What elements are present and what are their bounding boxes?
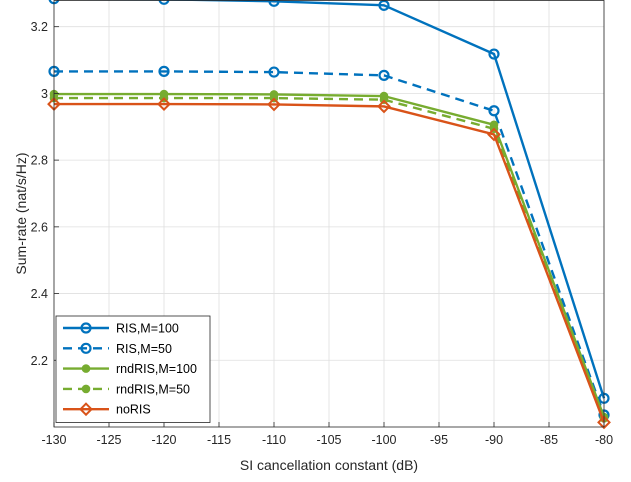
series-noris	[47, 97, 611, 430]
legend-label: RIS,M=50	[116, 342, 172, 356]
series-line	[72, 0, 606, 399]
y-tick-label: 2.4	[31, 287, 48, 301]
data-point	[81, 384, 91, 394]
series-line	[54, 96, 606, 419]
series-layer	[47, 0, 611, 430]
x-tick-label: -95	[430, 433, 448, 447]
series-line	[54, 102, 606, 423]
data-point	[377, 99, 391, 114]
x-tick-label: -115	[207, 433, 231, 447]
legend-box	[55, 315, 211, 423]
data-point	[81, 364, 91, 373]
x-tick-label: -100	[371, 433, 396, 447]
x-tick-label: -130	[41, 433, 66, 447]
data-point	[268, 0, 280, 7]
y-tick-label: 3	[41, 87, 48, 101]
legend-entry: noRIS	[63, 402, 151, 417]
data-point	[487, 127, 501, 142]
data-point	[488, 48, 500, 60]
y-axis-label: Sum-rate (nat/s/Hz)	[13, 152, 29, 274]
data-point	[597, 415, 611, 430]
data-point	[268, 66, 280, 78]
data-point	[80, 342, 92, 354]
legend-label: noRIS	[116, 403, 151, 417]
x-tick-label: -110	[262, 433, 286, 447]
data-point	[158, 65, 170, 77]
x-tick-label: -105	[316, 433, 341, 447]
legend-entry: RIS,M=100	[63, 322, 179, 336]
x-tick-label: -90	[485, 433, 503, 447]
x-axis-label: SI cancellation constant (dB)	[240, 457, 418, 473]
data-point	[80, 322, 92, 334]
legend-entry: rndRIS,M=50	[63, 382, 190, 396]
data-point	[158, 0, 170, 5]
legend-label: rndRIS,M=50	[116, 382, 190, 396]
legend-label: RIS,M=100	[116, 322, 179, 336]
series-line	[54, 92, 606, 418]
x-tick-label: -85	[540, 433, 558, 447]
data-point	[157, 97, 171, 111]
series-line	[54, 70, 606, 416]
x-tick-label: -125	[96, 433, 121, 447]
legend-entry: rndRIS,M=100	[63, 362, 197, 376]
tick-layer: -130 -125 -120 -115 -110 -105 -100 -95 -90 -85 -80…	[31, 20, 613, 447]
data-point	[267, 97, 281, 112]
y-tick-label: 3.2	[31, 20, 48, 34]
y-tick-label: 2.8	[31, 154, 48, 168]
y-tick-label: 2.6	[31, 220, 48, 234]
y-tick-label: 2.2	[31, 354, 48, 368]
data-point	[79, 402, 93, 417]
data-point	[488, 105, 500, 117]
legend-label: rndRIS,M=100	[116, 362, 197, 376]
x-tick-label: -120	[151, 433, 176, 447]
legend: RIS,M=100 RIS,M=50 rndRIS,M=100 rndRIS,M=50…	[55, 315, 211, 423]
x-tick-label: -80	[595, 433, 613, 447]
series-ris-m-50	[48, 65, 610, 421]
legend-entry: RIS,M=50	[63, 342, 172, 356]
data-point	[378, 69, 390, 81]
